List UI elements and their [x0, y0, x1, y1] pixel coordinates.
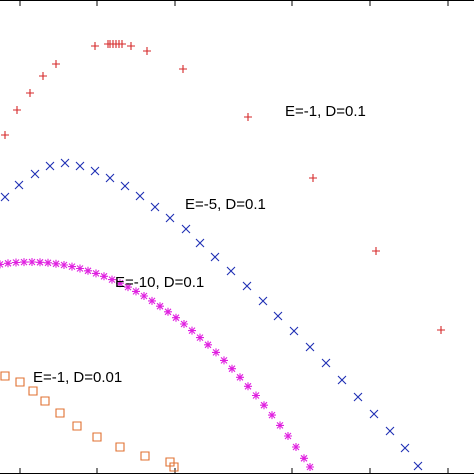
point	[132, 287, 140, 296]
point	[60, 261, 68, 269]
point	[68, 262, 76, 271]
point	[13, 106, 21, 114]
point	[413, 461, 423, 471]
point	[306, 463, 314, 471]
point	[400, 443, 410, 453]
point	[116, 279, 124, 288]
point	[105, 173, 115, 183]
series-label: E=-1, D=0.1	[285, 103, 366, 120]
point	[212, 348, 220, 357]
point	[1, 131, 9, 139]
point	[120, 181, 130, 191]
point	[14, 180, 24, 190]
point	[40, 396, 50, 406]
point	[300, 454, 308, 463]
point	[143, 47, 151, 55]
point	[72, 421, 82, 431]
point	[172, 313, 180, 322]
point	[369, 409, 379, 419]
point	[244, 113, 252, 121]
point	[244, 382, 252, 391]
point	[260, 401, 268, 410]
point	[60, 158, 70, 168]
point	[252, 391, 260, 400]
point	[45, 161, 55, 171]
point	[100, 272, 108, 281]
point	[309, 174, 317, 182]
point	[204, 340, 212, 349]
point	[188, 326, 196, 335]
series-label: E=-10, D=0.1	[115, 274, 204, 291]
point	[0, 260, 4, 269]
point	[140, 451, 150, 461]
point	[181, 224, 191, 234]
point	[292, 443, 300, 451]
point	[196, 333, 204, 342]
point	[20, 258, 28, 267]
point	[169, 462, 179, 472]
point	[353, 392, 363, 402]
point	[236, 373, 244, 382]
point	[108, 275, 116, 284]
point	[150, 202, 160, 212]
point	[55, 408, 65, 418]
point	[0, 192, 10, 202]
point	[437, 326, 445, 334]
point	[30, 169, 40, 179]
point	[39, 72, 47, 80]
point	[276, 421, 284, 430]
point	[165, 213, 175, 223]
point	[321, 358, 331, 368]
point	[289, 326, 299, 336]
point	[180, 320, 188, 328]
point	[228, 364, 236, 373]
point	[148, 296, 156, 305]
point	[210, 252, 220, 262]
point	[164, 307, 172, 316]
point	[258, 296, 268, 306]
point	[52, 60, 60, 68]
point	[76, 264, 84, 273]
point	[4, 259, 12, 268]
point	[12, 258, 20, 267]
point	[284, 432, 292, 440]
point	[44, 258, 52, 267]
point	[140, 292, 148, 300]
series-label: E=-5, D=0.1	[185, 196, 266, 213]
point	[127, 42, 135, 50]
point	[385, 426, 395, 436]
point	[84, 266, 92, 275]
point	[273, 311, 283, 321]
point	[135, 191, 145, 201]
point	[124, 283, 132, 292]
point	[165, 457, 175, 467]
point	[179, 65, 187, 73]
point	[242, 281, 252, 291]
point	[220, 356, 228, 365]
point	[26, 89, 34, 97]
point	[118, 40, 126, 48]
point	[372, 247, 380, 255]
point	[195, 238, 205, 248]
point	[115, 442, 125, 452]
point	[15, 377, 25, 387]
point	[75, 161, 85, 171]
point	[268, 411, 276, 420]
point	[28, 258, 36, 266]
point	[90, 166, 100, 176]
point	[226, 266, 236, 276]
point	[92, 269, 100, 278]
point	[0, 371, 10, 381]
point	[92, 432, 102, 442]
point	[52, 259, 60, 268]
point	[156, 302, 164, 311]
point	[91, 42, 99, 50]
point	[305, 342, 315, 352]
point	[36, 258, 44, 267]
point	[337, 375, 347, 385]
series-label: E=-1, D=0.01	[33, 369, 122, 386]
point	[28, 386, 38, 396]
